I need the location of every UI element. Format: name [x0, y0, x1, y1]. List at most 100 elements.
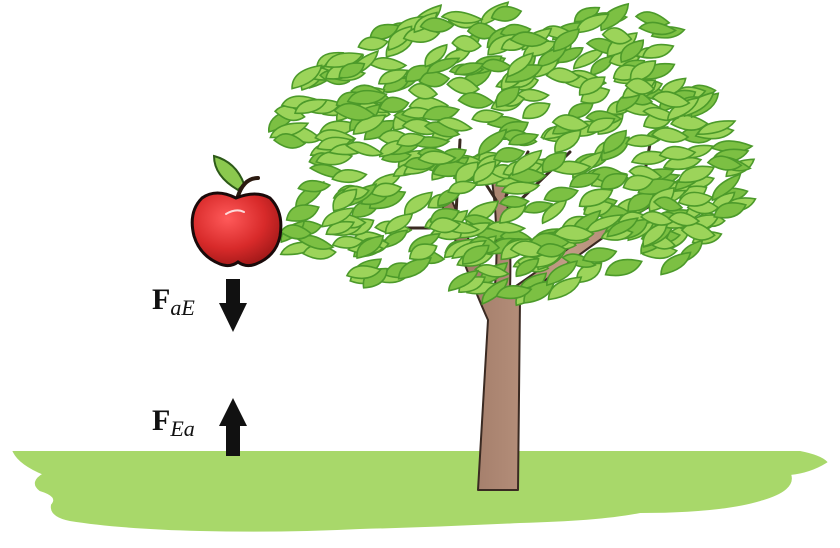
leaf [324, 52, 364, 68]
leaf [331, 235, 365, 249]
leaf [384, 212, 414, 235]
leaf [345, 264, 382, 280]
arrow-down-icon [219, 279, 247, 332]
leaf [291, 64, 323, 90]
leaf [331, 169, 368, 184]
leaf [457, 91, 495, 109]
leaf [545, 67, 581, 84]
leaf [638, 21, 678, 36]
leaf [440, 10, 484, 24]
leaf [567, 102, 594, 120]
leaf [495, 284, 533, 300]
leaf [357, 36, 389, 51]
apple-stem [236, 176, 260, 198]
leaf [346, 89, 388, 105]
leaf [509, 31, 550, 48]
leaf [495, 86, 520, 108]
leaf [471, 109, 505, 123]
leaf [543, 186, 580, 203]
leaf [602, 129, 627, 155]
leaf [333, 102, 376, 121]
leaf [660, 251, 692, 276]
leaf [404, 191, 433, 217]
leaf [408, 243, 438, 261]
leaf [624, 77, 656, 95]
leaf [472, 160, 497, 184]
apple [190, 154, 283, 268]
leaf [421, 105, 461, 121]
leaf [297, 180, 332, 193]
leaf [547, 276, 583, 301]
leaf [294, 98, 328, 115]
force-label-apple-on-earth: FaE [152, 283, 195, 320]
leaf [378, 96, 410, 113]
arrow-up-icon [219, 398, 247, 456]
leaf [481, 277, 509, 306]
leaf [600, 172, 629, 190]
leaf [396, 132, 426, 147]
leaf [387, 25, 413, 51]
leaf [541, 151, 567, 174]
leaf [500, 181, 541, 195]
leaf [601, 27, 633, 45]
leaf [447, 180, 478, 195]
leaf [407, 82, 439, 100]
leaf [425, 57, 461, 75]
leaf [419, 17, 455, 33]
leaf [622, 174, 655, 192]
leaf [546, 260, 579, 287]
leaf [667, 211, 701, 227]
leaf [652, 196, 684, 212]
leaf [338, 62, 366, 79]
leaf [493, 146, 526, 163]
leaf [666, 96, 700, 122]
leaf [446, 76, 481, 95]
leaf [606, 217, 639, 238]
leaf [356, 234, 385, 260]
leaf [677, 165, 716, 184]
leaf [498, 195, 530, 208]
leaf [272, 133, 307, 149]
leaf [370, 182, 403, 198]
leaf [511, 149, 543, 177]
leaf [624, 134, 661, 148]
force-label-earth-on-apple: FEa [152, 404, 195, 441]
leaf [485, 220, 527, 234]
leaf [706, 155, 743, 171]
leaf [604, 258, 643, 277]
leaf [436, 116, 474, 132]
leaf [585, 214, 624, 234]
leaf [428, 217, 462, 234]
leaf [345, 141, 384, 157]
force-symbol: F [152, 283, 171, 316]
leaf [536, 243, 568, 258]
leaf [552, 28, 580, 53]
leaf [551, 114, 590, 132]
force-subscript: aE [170, 295, 195, 320]
force-subscript: Ea [170, 416, 195, 441]
leaf [273, 105, 306, 122]
leaf [352, 114, 387, 135]
leaf [451, 34, 482, 53]
leaf [478, 128, 508, 157]
leaf [397, 257, 432, 280]
leaf [418, 70, 451, 88]
leaf [507, 52, 534, 78]
leaf [578, 76, 606, 96]
leaf [620, 39, 645, 64]
leaf [569, 172, 601, 188]
leaf [641, 43, 675, 59]
leaf [368, 57, 408, 71]
leaf [455, 161, 479, 185]
leaf [575, 13, 610, 34]
leaf [490, 5, 523, 22]
leaf [576, 262, 603, 284]
leaf [377, 69, 409, 85]
leaf [461, 244, 490, 265]
leaf [578, 188, 614, 208]
leaf [586, 117, 616, 133]
leaf [523, 201, 554, 214]
leaf [417, 150, 457, 166]
leaf [474, 263, 510, 278]
